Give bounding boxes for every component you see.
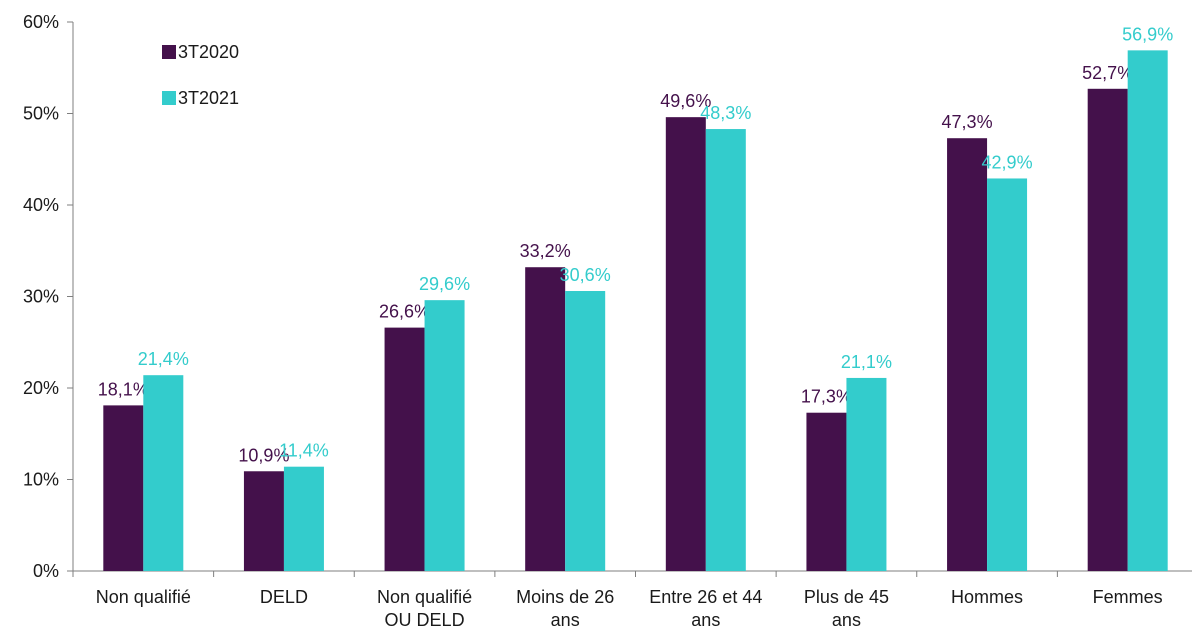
bar-3t2021: [705, 129, 746, 571]
data-label-3t2020: 10,9%: [238, 445, 289, 465]
data-label-3t2020: 18,1%: [98, 379, 149, 399]
data-label-3t2021: 30,6%: [560, 265, 611, 285]
bar-3t2020: [384, 327, 425, 571]
bar-3t2020: [103, 405, 144, 571]
bar-3t2021: [987, 178, 1028, 571]
data-label-3t2021: 48,3%: [700, 103, 751, 123]
x-category-label: Femmes: [1093, 587, 1163, 607]
bar-3t2021: [1127, 50, 1168, 572]
x-category-label: Non qualifié: [96, 587, 191, 607]
data-label-3t2020: 49,6%: [660, 91, 711, 111]
y-tick-label: 20%: [23, 378, 59, 398]
data-label-3t2021: 29,6%: [419, 274, 470, 294]
x-category-label: Hommes: [951, 587, 1023, 607]
y-tick-label: 50%: [23, 104, 59, 124]
x-category-label: ans: [832, 610, 861, 627]
legend-label: 3T2020: [178, 42, 239, 62]
data-label-3t2020: 47,3%: [942, 112, 993, 132]
bar-3t2020: [665, 117, 706, 571]
legend-swatch: [162, 45, 176, 59]
x-category-label: OU DELD: [385, 610, 465, 627]
x-category-label: Moins de 26: [516, 587, 614, 607]
y-tick-label: 60%: [23, 12, 59, 32]
x-category-label: Entre 26 et 44: [649, 587, 762, 607]
bar-3t2021: [283, 466, 324, 571]
bar-3t2020: [525, 267, 566, 571]
data-label-3t2021: 21,4%: [138, 349, 189, 369]
x-category-label: ans: [691, 610, 720, 627]
legend-label: 3T2021: [178, 88, 239, 108]
bar-3t2021: [846, 377, 887, 571]
bar-3t2021: [143, 375, 184, 571]
y-tick-label: 40%: [23, 195, 59, 215]
x-category-label: Non qualifié: [377, 587, 472, 607]
bar-3t2020: [1087, 88, 1128, 572]
x-category-label: ans: [551, 610, 580, 627]
legend-swatch: [162, 91, 176, 105]
data-label-3t2021: 42,9%: [982, 152, 1033, 172]
data-label-3t2020: 52,7%: [1082, 63, 1133, 83]
x-category-label: Plus de 45: [804, 587, 889, 607]
data-label-3t2020: 26,6%: [379, 302, 430, 322]
x-category-label: DELD: [260, 587, 308, 607]
data-label-3t2021: 56,9%: [1122, 24, 1173, 44]
bar-3t2021: [565, 291, 606, 571]
data-label-3t2021: 21,1%: [841, 352, 892, 372]
y-tick-label: 10%: [23, 470, 59, 490]
bar-3t2020: [243, 471, 284, 571]
bar-3t2020: [947, 138, 988, 571]
y-tick-label: 0%: [33, 561, 59, 581]
data-label-3t2020: 17,3%: [801, 387, 852, 407]
bar-3t2021: [424, 300, 465, 571]
bar-3t2020: [806, 412, 847, 571]
data-label-3t2021: 11,4%: [279, 441, 329, 461]
data-label-3t2020: 33,2%: [520, 241, 571, 261]
y-tick-label: 30%: [23, 287, 59, 307]
